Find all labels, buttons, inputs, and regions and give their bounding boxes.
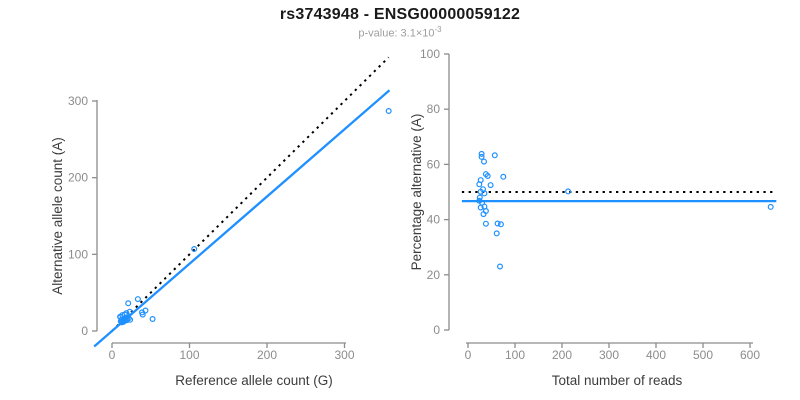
y-tick-label: 0 (433, 323, 440, 337)
plot-subtitle: p-value: 3.1×10-3 (0, 25, 800, 40)
pvalue-text: p-value: 3.1×10 (358, 27, 435, 40)
x-axis-title: Reference allele count (G) (175, 373, 333, 388)
y-axis-title: Alternative allele count (A) (50, 137, 65, 295)
data-point (385, 107, 392, 114)
y-tick-label: 0 (81, 324, 88, 338)
data-point (491, 152, 498, 159)
x-tick-label: 600 (740, 348, 760, 362)
data-point (477, 204, 484, 211)
data-point (127, 316, 134, 323)
x-tick-label: 300 (599, 348, 619, 362)
data-point (500, 173, 507, 180)
identity-line (111, 56, 390, 332)
y-axis-title: Percentage alternative (A) (409, 114, 424, 271)
x-axis-title: Total number of reads (552, 373, 683, 388)
data-point (480, 211, 487, 218)
x-tick-label: 300 (334, 348, 354, 362)
data-point (481, 158, 488, 165)
data-point (482, 220, 489, 227)
data-point (497, 263, 504, 270)
data-point (142, 307, 149, 314)
plot-title: rs3743948 - ENSG00000059122 (279, 6, 521, 23)
data-point (125, 300, 132, 307)
y-tick-label: 300 (68, 94, 88, 108)
data-point (497, 221, 504, 228)
data-point (476, 194, 483, 201)
x-tick-label: 0 (109, 348, 116, 362)
data-point (565, 188, 572, 195)
x-tick-label: 200 (552, 348, 572, 362)
data-point (191, 246, 198, 253)
data-point (478, 153, 485, 160)
data-point (120, 318, 127, 325)
x-tick-label: 100 (179, 348, 199, 362)
y-tick-label: 20 (427, 268, 441, 282)
data-point (126, 308, 133, 315)
data-point (487, 182, 494, 189)
data-point (493, 230, 500, 237)
y-tick-label: 40 (427, 213, 441, 227)
fit-line (93, 89, 391, 348)
data-point (134, 296, 141, 303)
data-point (478, 150, 485, 157)
y-tick-label: 200 (68, 171, 88, 185)
x-tick-label: 200 (257, 348, 277, 362)
y-tick-label: 100 (420, 47, 440, 61)
data-point (139, 311, 146, 318)
data-point (481, 190, 488, 197)
y-tick-label: 60 (427, 157, 441, 171)
data-point (476, 181, 483, 188)
x-tick-label: 500 (693, 348, 713, 362)
data-point (149, 316, 156, 323)
x-tick-label: 400 (646, 348, 666, 362)
data-point (767, 203, 774, 210)
data-point (484, 173, 491, 180)
data-point (123, 317, 130, 324)
y-tick-label: 80 (427, 102, 441, 116)
data-point (494, 220, 501, 227)
x-tick-label: 100 (505, 348, 525, 362)
pvalue-exponent: -3 (434, 25, 442, 34)
y-tick-label: 100 (68, 247, 88, 261)
x-tick-label: 0 (465, 348, 472, 362)
